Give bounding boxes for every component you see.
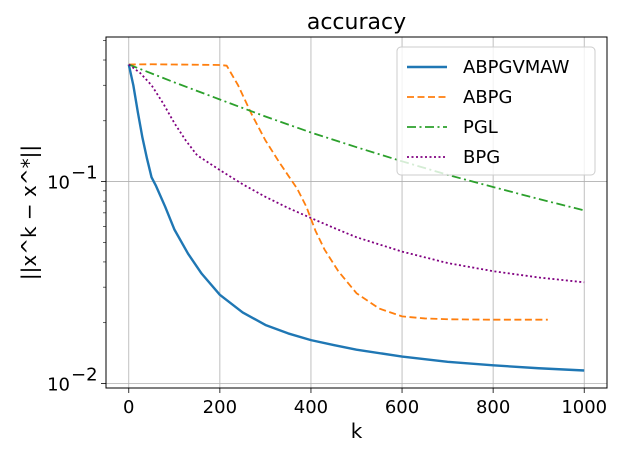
chart-title: accuracy: [307, 10, 406, 35]
legend: ABPGVMAW ABPG PGL BPG: [396, 46, 596, 176]
legend-box: [396, 46, 596, 176]
x-tick-label: 600: [385, 397, 419, 418]
legend-label-pgl: PGL: [463, 117, 498, 138]
y-tick-label-exponent: −2: [71, 365, 98, 386]
plot-series: [127, 63, 585, 372]
x-axis-label: k: [351, 419, 363, 443]
legend-label-abpg: ABPG: [463, 87, 512, 108]
x-tick-label: 1000: [561, 397, 607, 418]
y-tick-label-exponent: −1: [71, 163, 98, 184]
plot-frame: [105, 36, 608, 389]
x-tick-label: 200: [203, 397, 237, 418]
x-tick-label: 800: [476, 397, 510, 418]
y-axis-label-text: ||x^k − x^*||: [17, 145, 41, 280]
series-line-abpgvmaw: [127, 64, 585, 372]
series-line-bpg: [128, 63, 585, 284]
series-line-pgl: [128, 63, 585, 212]
y-axis-label: ||x^k − x^*||: [17, 145, 41, 280]
y-tick-label: 10: [47, 375, 70, 396]
y-tick-label: 10: [47, 173, 70, 194]
legend-label-abpgvmaw: ABPGVMAW: [463, 57, 570, 78]
x-tick-label: 400: [294, 397, 328, 418]
series-line-abpg: [128, 63, 548, 321]
legend-label-bpg: BPG: [463, 147, 500, 168]
x-tick-label: 0: [123, 397, 134, 418]
